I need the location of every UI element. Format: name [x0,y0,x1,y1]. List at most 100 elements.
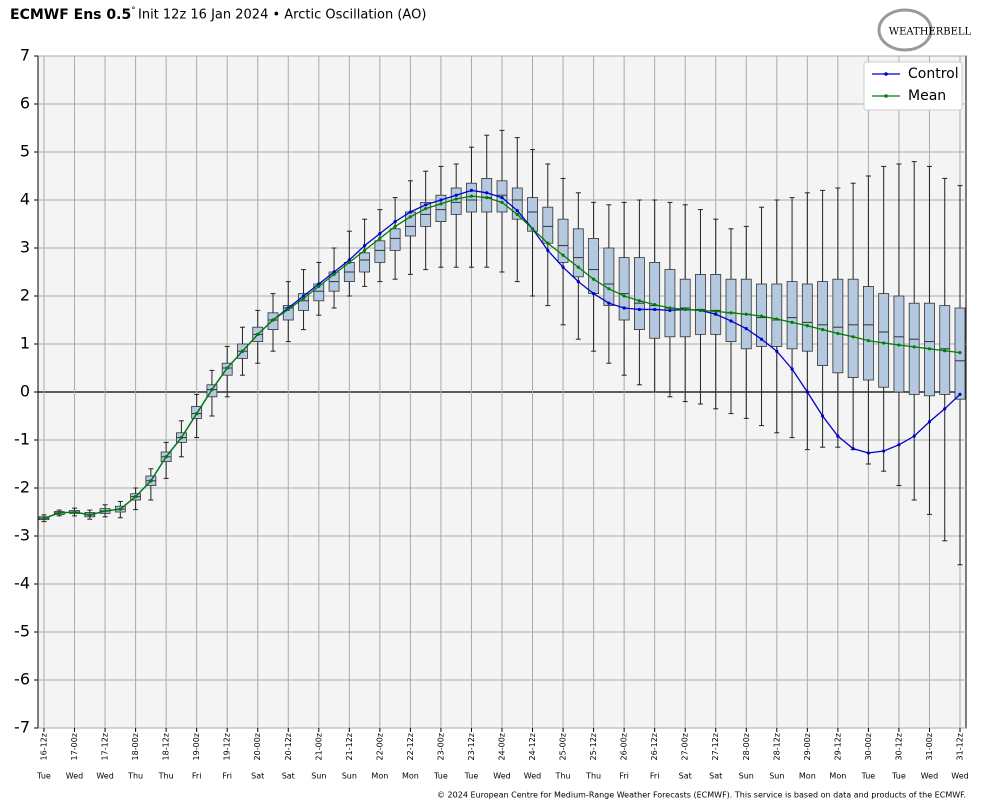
day-label: Sat [251,772,264,781]
series-point [775,349,779,353]
box [801,283,813,352]
day-label: Mon [371,772,388,781]
series-point [393,224,397,228]
series-point [698,308,703,312]
series-point [958,351,962,355]
day-label: Thu [555,772,571,781]
series-point [164,455,168,459]
box [542,206,554,244]
series-point [759,314,764,318]
series-point [347,260,351,264]
day-label: Tue [464,772,479,781]
box [618,257,630,321]
x-tick-label: 26-00z [620,733,629,760]
y-tick-label: -2 [14,478,30,497]
series-point [42,516,46,520]
day-label: Fri [650,772,660,781]
x-tick-label: 28-00z [742,733,751,760]
series-point [134,495,138,499]
series-point [347,258,351,262]
day-label: Tue [36,772,51,781]
box [710,273,722,335]
box [374,240,386,263]
box [863,285,874,381]
series-point [821,328,825,332]
title-degree: ° [131,6,136,16]
y-tick-label: 2 [20,286,30,305]
x-tick-label: 23-12z [467,733,476,760]
legend-label: Control [908,66,959,82]
day-label: Sun [769,772,784,781]
day-label: Sun [739,772,754,781]
series-point [836,331,840,336]
x-tick-label: 23-00z [436,733,445,760]
series-point [332,270,336,274]
x-tick-label: 25-00z [559,733,568,760]
series-point [485,196,489,200]
series-point [683,307,687,312]
footer: © 2024 European Centre for Medium-Range … [437,791,966,800]
series-point [607,301,611,305]
box [572,228,584,278]
day-label: Mon [799,772,816,781]
series-point [729,311,733,315]
series-point [637,299,642,303]
series-point [378,232,382,236]
box [481,177,493,213]
box [389,228,401,251]
day-label: Fri [192,772,202,781]
box [359,252,371,273]
day-label: Thu [127,772,143,781]
series-point [622,294,626,298]
series-point [454,193,458,197]
day-label: Sat [679,772,692,781]
chart-title: ECMWF Ens 0.5° [10,6,136,24]
series-point [790,320,794,324]
box [450,187,462,215]
day-label: Wed [493,772,510,781]
series-point [592,277,596,281]
series-point [256,332,260,336]
series-point [485,191,489,195]
series-point [561,265,565,269]
series-point [88,513,92,517]
series-point [790,367,794,371]
series-point [424,203,428,207]
box [588,237,599,294]
series-point [637,307,642,312]
x-tick-label: 27-00z [681,733,690,760]
box [725,278,737,343]
series-point [195,412,199,416]
series-point [668,306,672,310]
x-tick-label: 20-00z [253,733,262,760]
day-label: Wed [96,772,113,781]
series-point [317,282,321,286]
series-point [576,265,580,269]
day-label: Thu [158,772,174,781]
series-point [744,312,748,316]
series-point [653,303,657,307]
series-point [149,479,153,483]
series-point [317,284,321,288]
labels: -7 -6 -5 -4 -3 -2 -1 0 1 2 3 4 5 6 7 16-12z Tue 17-00z Wed… [14,46,969,781]
series-point [500,200,504,204]
series-point [836,434,840,438]
day-label: Fri [222,772,232,781]
y-tick-label: -7 [14,718,30,737]
y-tick-label: 1 [20,334,30,353]
y-tick-label: 5 [20,142,30,161]
day-label: Sun [342,772,357,781]
series-point [668,308,672,312]
series-point [912,434,916,438]
y-tick-label: 3 [20,238,30,257]
x-tick-label: 17-12z [101,733,110,760]
x-tick-label: 25-12z [589,733,598,760]
x-tick-label: 31-00z [925,733,934,760]
series-point [301,296,306,300]
box [908,302,920,395]
day-label: Wed [524,772,541,781]
series-point [714,312,718,316]
day-label: Sun [311,772,326,781]
series-point [576,280,580,284]
x-tick-label: 29-00z [803,733,812,760]
